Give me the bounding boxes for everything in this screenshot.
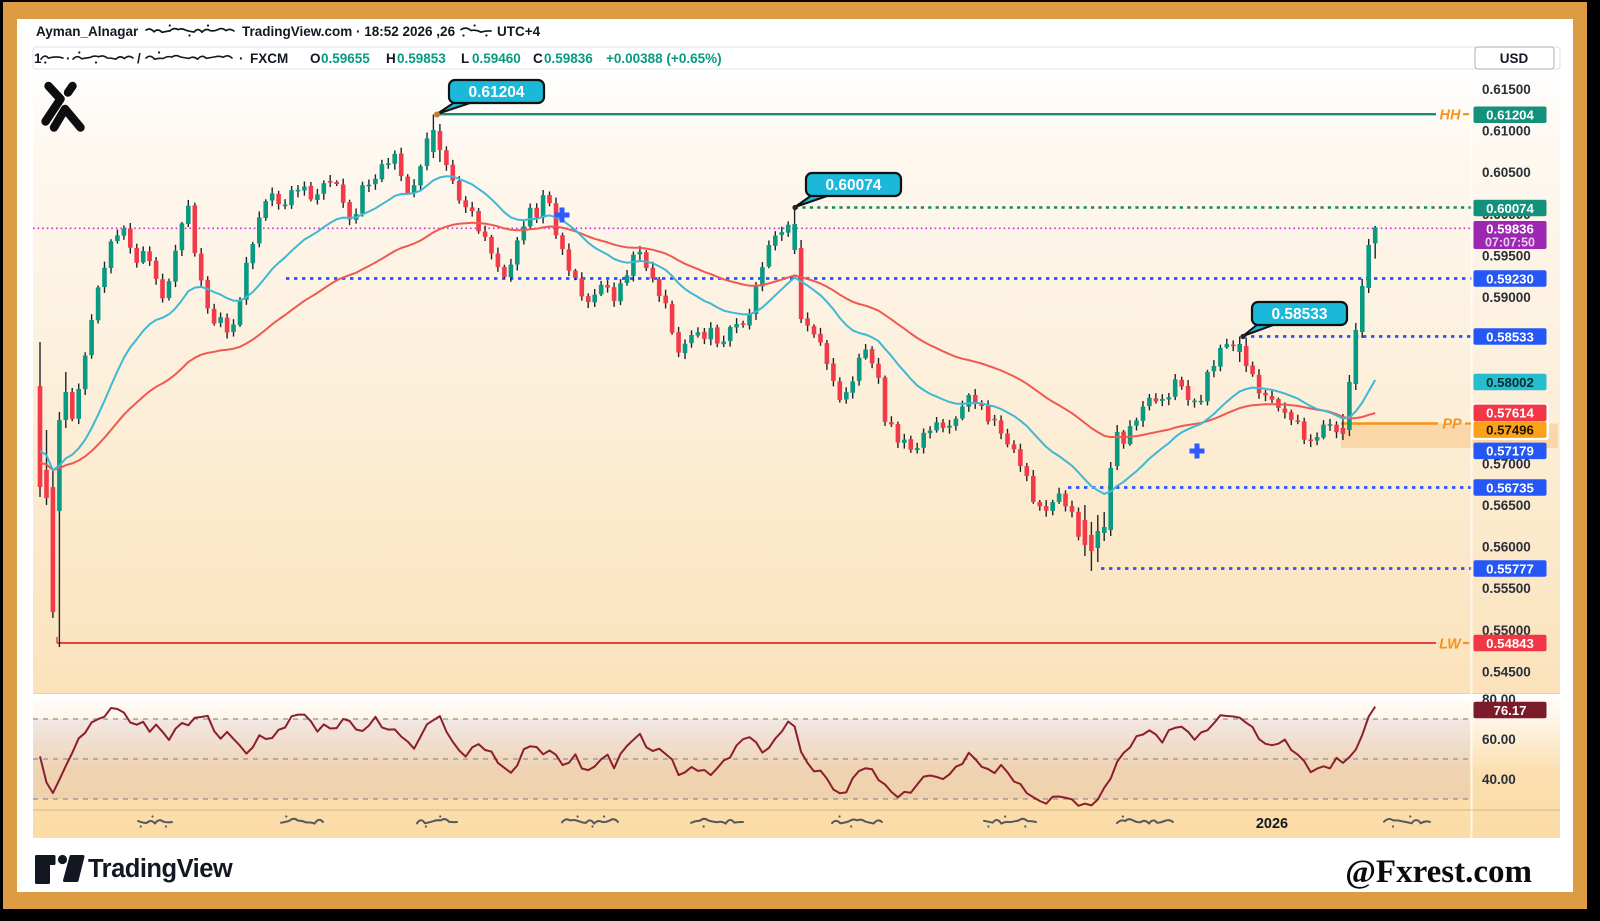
svg-text:PP: PP — [1442, 417, 1462, 433]
svg-text:·: · — [239, 51, 244, 66]
svg-text:UTC+4: UTC+4 — [497, 24, 541, 39]
svg-text:TradingView: TradingView — [88, 855, 233, 883]
svg-text:· 18:52 2026 ,26: · 18:52 2026 ,26 — [356, 24, 456, 39]
svg-text:0.59836: 0.59836 — [544, 51, 593, 66]
svg-text:0.59853: 0.59853 — [397, 51, 446, 66]
svg-text:0.59836: 0.59836 — [1486, 222, 1534, 237]
svg-text:TradingView.com: TradingView.com — [242, 24, 352, 39]
svg-text:0.59460: 0.59460 — [472, 51, 521, 66]
svg-text:0.54500: 0.54500 — [1482, 664, 1531, 679]
svg-text:0.55000: 0.55000 — [1482, 623, 1531, 638]
svg-text:LW: LW — [1439, 637, 1462, 653]
svg-text:0.58533: 0.58533 — [1271, 306, 1327, 323]
svg-text:USD: USD — [1500, 51, 1529, 66]
svg-text:1: 1 — [34, 51, 42, 66]
svg-text:0.60500: 0.60500 — [1482, 165, 1531, 180]
svg-text:0.55500: 0.55500 — [1482, 581, 1531, 596]
svg-text:0.59655: 0.59655 — [321, 51, 370, 66]
svg-text:0.59000: 0.59000 — [1482, 290, 1531, 305]
svg-text:0.61204: 0.61204 — [468, 84, 524, 101]
svg-text:07:07:50: 07:07:50 — [1485, 236, 1535, 250]
svg-text:C: C — [533, 51, 543, 66]
svg-text:Ayman_Alnagar: Ayman_Alnagar — [36, 24, 139, 39]
svg-text:0.60074: 0.60074 — [825, 177, 881, 194]
svg-text:0.54843: 0.54843 — [1486, 636, 1534, 651]
svg-text:2026: 2026 — [1256, 816, 1288, 832]
svg-text:0.61204: 0.61204 — [1486, 108, 1534, 123]
svg-text:0.57614: 0.57614 — [1486, 406, 1534, 421]
svg-text:0.56735: 0.56735 — [1486, 480, 1534, 495]
svg-text:0.61500: 0.61500 — [1482, 82, 1531, 97]
svg-text:0.57000: 0.57000 — [1482, 456, 1531, 471]
svg-text:0.60074: 0.60074 — [1486, 201, 1534, 216]
svg-text:0.57179: 0.57179 — [1486, 444, 1534, 459]
svg-text:0.58002: 0.58002 — [1486, 375, 1534, 390]
svg-text:H: H — [386, 51, 396, 66]
svg-text:0.55777: 0.55777 — [1486, 561, 1534, 576]
svg-text:0.61000: 0.61000 — [1482, 124, 1531, 139]
svg-text:@Fxrest.com: @Fxrest.com — [1345, 854, 1532, 890]
svg-text:·: · — [66, 51, 71, 66]
svg-text:40.00: 40.00 — [1482, 772, 1516, 787]
svg-text:O: O — [310, 51, 321, 66]
svg-text:FXCM: FXCM — [250, 51, 288, 66]
svg-text:76.17: 76.17 — [1493, 703, 1526, 718]
svg-text:L: L — [461, 51, 469, 66]
svg-text:/: / — [137, 51, 141, 66]
svg-text:0.59230: 0.59230 — [1486, 271, 1534, 286]
svg-text:0.56000: 0.56000 — [1482, 540, 1531, 555]
svg-text:0.58533: 0.58533 — [1486, 329, 1534, 344]
svg-text:60.00: 60.00 — [1482, 732, 1516, 747]
svg-text:0.56500: 0.56500 — [1482, 498, 1531, 513]
svg-text:+0.00388 (+0.65%): +0.00388 (+0.65%) — [606, 51, 722, 66]
svg-text:HH: HH — [1440, 108, 1461, 124]
svg-text:0.57496: 0.57496 — [1486, 422, 1534, 437]
svg-text:0.59500: 0.59500 — [1482, 248, 1531, 263]
